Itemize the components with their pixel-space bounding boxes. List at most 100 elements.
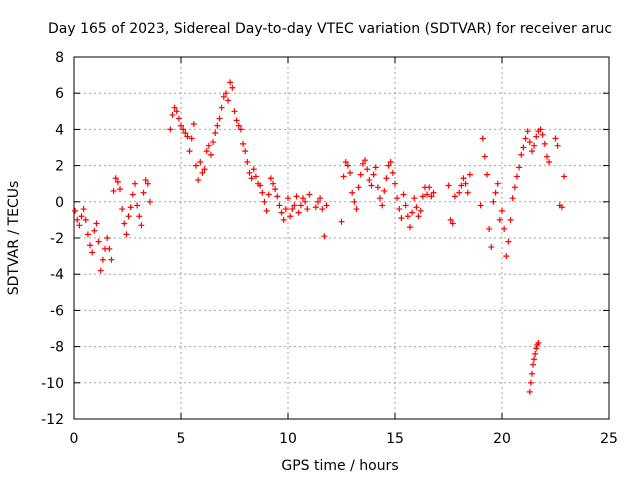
data-point: [464, 189, 471, 196]
data-point: [125, 213, 132, 220]
x-tick-label: 0: [70, 431, 79, 447]
data-point: [392, 180, 398, 187]
data-points: [72, 79, 568, 395]
data-point: [449, 220, 456, 227]
data-point: [248, 175, 255, 182]
data-point: [146, 198, 153, 205]
data-point: [462, 180, 469, 187]
y-tick-label: -2: [50, 231, 64, 247]
data-point: [278, 209, 285, 216]
data-point: [381, 187, 388, 194]
data-point: [127, 204, 134, 211]
data-point: [144, 180, 151, 187]
data-point: [411, 195, 418, 202]
data-point: [106, 245, 113, 252]
data-point: [169, 111, 176, 118]
data-point: [554, 142, 561, 149]
data-point: [499, 207, 505, 214]
y-tick-label: -12: [41, 412, 64, 428]
data-point: [379, 202, 386, 209]
data-point: [314, 198, 321, 205]
data-point: [366, 177, 373, 184]
data-point: [229, 84, 236, 91]
data-point: [129, 191, 136, 198]
data-point: [526, 139, 533, 146]
data-point: [91, 227, 98, 234]
data-point: [246, 169, 253, 176]
data-point: [402, 202, 409, 209]
data-point: [306, 191, 313, 198]
data-point: [398, 215, 405, 222]
data-point: [490, 198, 497, 205]
data-point: [377, 195, 384, 202]
data-point: [428, 193, 435, 200]
data-point: [220, 93, 227, 100]
data-point: [186, 148, 193, 155]
data-point: [419, 193, 426, 200]
data-point: [338, 218, 345, 225]
y-tick-label: 4: [55, 122, 64, 138]
y-tick-label: -4: [50, 267, 64, 283]
data-point: [285, 195, 291, 202]
data-point: [389, 169, 396, 176]
data-point: [138, 222, 145, 229]
data-point: [344, 162, 351, 169]
x-tick-label: 10: [279, 431, 297, 447]
data-point: [175, 115, 182, 122]
data-point: [240, 140, 247, 147]
data-point: [524, 128, 531, 135]
y-tick-label: 8: [55, 50, 64, 66]
data-point: [404, 213, 411, 220]
data-point: [396, 206, 403, 213]
data-point: [72, 207, 79, 214]
data-point: [237, 126, 244, 133]
data-point: [383, 175, 390, 182]
data-point: [342, 158, 349, 165]
data-point: [370, 171, 377, 178]
data-point: [505, 238, 512, 245]
data-point: [445, 182, 452, 189]
data-point: [527, 379, 534, 386]
data-point: [195, 177, 202, 184]
data-point: [321, 233, 328, 240]
data-point: [520, 144, 527, 151]
data-point: [167, 126, 174, 133]
data-point: [112, 175, 119, 182]
data-point: [543, 153, 550, 160]
data-point: [207, 151, 214, 158]
data-point: [460, 175, 467, 182]
data-point: [537, 126, 544, 133]
data-point: [210, 139, 217, 146]
data-point: [259, 189, 266, 196]
data-point: [539, 131, 546, 138]
data-point: [312, 204, 319, 211]
data-point: [84, 231, 91, 238]
data-point: [359, 160, 366, 167]
data-point: [522, 135, 529, 142]
data-point: [406, 224, 413, 231]
data-point: [184, 133, 191, 140]
data-point: [374, 184, 381, 191]
data-point: [484, 171, 491, 178]
y-tick-label: 0: [55, 195, 64, 211]
data-point: [531, 356, 538, 363]
data-point: [192, 162, 199, 169]
data-point: [513, 173, 520, 180]
data-point: [261, 198, 268, 205]
data-point: [516, 164, 523, 171]
data-point: [282, 206, 289, 213]
data-point: [353, 206, 360, 213]
data-point: [93, 220, 100, 227]
data-point: [424, 191, 431, 198]
data-point: [291, 202, 298, 209]
x-tick-label: 5: [177, 431, 186, 447]
data-point: [323, 202, 330, 209]
data-point: [205, 142, 212, 149]
data-point: [297, 202, 304, 209]
data-point: [227, 79, 234, 86]
data-point: [415, 213, 422, 220]
data-point: [180, 126, 187, 133]
data-point: [117, 186, 124, 193]
data-point: [528, 148, 535, 155]
